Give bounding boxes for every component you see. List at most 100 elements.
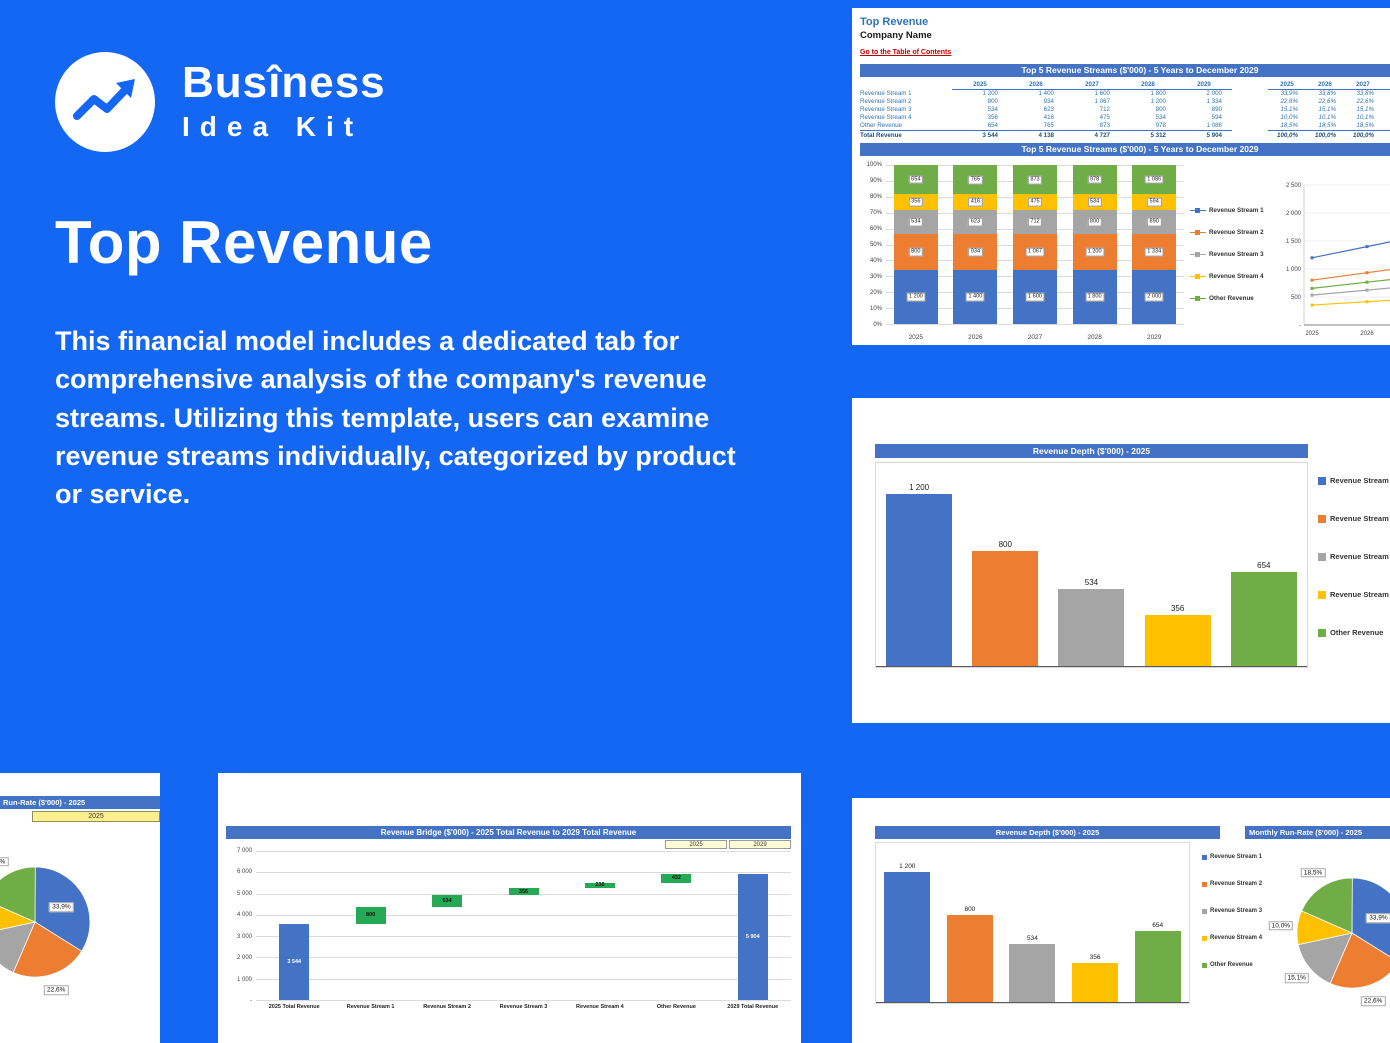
segment-value-label: 800 <box>1087 217 1102 227</box>
bar-segment: 1 334 <box>1132 234 1177 271</box>
cell-value: 800 <box>1155 106 1166 113</box>
chart-legend: Revenue Stream 1 Revenue Stream 2 Revenue … <box>1318 476 1390 666</box>
runrate-pie-chart: 33,9%22,6%15,1%10,0%18,5% <box>0 857 100 996</box>
table-spacer <box>1232 79 1268 90</box>
cell-value: 1 334 <box>1206 98 1222 105</box>
legend-label: Other Revenue <box>1209 294 1254 302</box>
segment-value-label: 594 <box>1147 197 1162 207</box>
bar-chart-plot: 1 200 800 534 356 654 <box>876 463 1307 667</box>
cell-pct: 15,1% <box>1280 106 1298 113</box>
segment-value-label: 1 200 <box>1085 247 1105 257</box>
legend-swatch <box>1318 476 1326 485</box>
legend-label: Revenue Stream 1 <box>1210 854 1263 860</box>
bridge-bar: 356 <box>508 887 539 896</box>
x-axis-label: 2026 <box>968 334 983 341</box>
pct-column-header: 2028 <box>1382 79 1390 90</box>
chart-title-bar: Run-Rate ($'000) - 2025 <box>0 796 160 809</box>
legend-swatch <box>1318 552 1326 561</box>
bar-segment: 934 <box>953 234 998 271</box>
segment-value-label: 873 <box>1027 175 1043 185</box>
bar-segment: 654 <box>893 165 938 195</box>
legend-label: Revenue Stream 2 <box>1210 881 1263 887</box>
cell-value: 1 086 <box>1206 122 1222 129</box>
cell-value: 1 200 <box>982 90 998 97</box>
bar <box>1134 931 1181 1002</box>
y-axis-label: 3 000 <box>236 933 252 940</box>
y-axis-label: 1 000 <box>236 976 252 983</box>
segment-value-label: 800 <box>908 247 923 257</box>
bar-column: 1 200 <box>884 843 931 1002</box>
bridge-plot: 3 544 800 534 356 238 432 5 904 <box>256 851 791 1001</box>
cell-pct: 33,9% <box>1382 90 1390 98</box>
bar-segment: 765 <box>953 165 998 195</box>
legend-swatch <box>1202 854 1207 860</box>
bridge-value-label: 432 <box>671 875 681 882</box>
legend-item: Revenue Stream 2 <box>1318 514 1390 523</box>
stacked-bar: 2 000 1 334 890 594 1 086 <box>1132 165 1177 324</box>
bar <box>1009 944 1056 1002</box>
bar-value-label: 800 <box>964 906 976 914</box>
trend-arrow-icon <box>73 79 135 120</box>
stacked-bar: 1 200 800 534 356 654 <box>893 165 938 324</box>
chart-title-bar: Monthly Run-Rate ($'000) - 2025 <box>1245 826 1390 839</box>
legend-item: Revenue Stream 3 <box>1202 908 1262 914</box>
y-axis-label: 70% <box>869 209 882 216</box>
x-axis-label: 2029 <box>1146 334 1162 341</box>
bar-value-label: 534 <box>1027 935 1038 943</box>
legend-marker <box>1190 229 1206 236</box>
legend-swatch <box>1195 295 1200 301</box>
segment-value-label: 978 <box>1087 175 1102 185</box>
legend-swatch <box>1318 590 1326 599</box>
segment-value-label: 934 <box>968 247 983 257</box>
bar <box>1058 589 1125 666</box>
legend-item: Revenue Stream 2 <box>1202 881 1262 887</box>
cell-pct: 100,0% <box>1306 130 1344 139</box>
bar-value-label: 1 200 <box>909 483 930 492</box>
svg-text:1 000: 1 000 <box>1286 267 1302 273</box>
gridline <box>256 914 791 916</box>
cell-pct: 10,1% <box>1318 114 1336 121</box>
pct-column-header: 2026 <box>1306 79 1344 90</box>
bar-segment: 1 800 <box>1072 270 1117 324</box>
cell-value: 1 200 <box>1150 98 1166 105</box>
pie-slice-label: 10,0% <box>1268 921 1294 931</box>
bridge-value-label: 534 <box>442 898 452 905</box>
cell-pct: 10,1% <box>1356 114 1374 121</box>
cell-value: 890 <box>1211 106 1222 113</box>
year-chips: 2025 2029 <box>663 840 791 849</box>
cell-pct: 22,6% <box>1356 98 1374 105</box>
gridline <box>886 324 1184 325</box>
pie-svg <box>0 866 91 978</box>
legend-item: Revenue Stream 1 <box>1318 476 1390 485</box>
gridline <box>256 851 791 852</box>
cell-value: 1 600 <box>1094 90 1110 97</box>
pie-slice-label: 15,1% <box>1284 973 1309 984</box>
table-spacer <box>1232 114 1268 122</box>
legend-swatch <box>1202 962 1207 968</box>
bar <box>946 915 993 1002</box>
cell-value: 765 <box>1043 122 1054 129</box>
table-spacer <box>1232 90 1268 98</box>
legend-label: Other Revenue <box>1330 628 1384 637</box>
segment-value-label: 890 <box>1147 217 1162 227</box>
cell-value: 1 400 <box>1038 90 1054 97</box>
bar <box>1072 963 1119 1002</box>
bar-segment: 712 <box>1013 210 1057 235</box>
brand-logo <box>55 52 155 152</box>
legend-swatch <box>1195 207 1200 213</box>
legend-label: Revenue Stream 3 <box>1209 250 1264 258</box>
svg-text:2 500: 2 500 <box>1286 183 1302 189</box>
cell-value: 4 138 <box>1008 130 1064 139</box>
legend-item: Revenue Stream 3 <box>1318 552 1390 561</box>
y-axis-label: 0% <box>873 321 882 328</box>
cell-pct: 33,8% <box>1318 90 1336 97</box>
segment-value-label: 1 334 <box>1144 247 1164 257</box>
bridge-bar: 3 544 <box>279 924 310 1000</box>
charts-row: 100% 90% 80% 70% 60% 50% 40% 30% 20% 10% 0% 1 200 80… <box>860 159 1390 345</box>
stacked-chart-legend: Revenue Stream 1 Revenue Stream 2 Revenue … <box>1190 159 1278 345</box>
legend-label: Revenue Stream 4 <box>1209 272 1264 280</box>
bar-column: 800 <box>946 843 993 1002</box>
brand-name: Busîness Idea Kit <box>182 58 386 143</box>
table-of-contents-link[interactable]: Go to the Table of Contents <box>860 49 952 56</box>
cell-value: 534 <box>1155 114 1166 121</box>
